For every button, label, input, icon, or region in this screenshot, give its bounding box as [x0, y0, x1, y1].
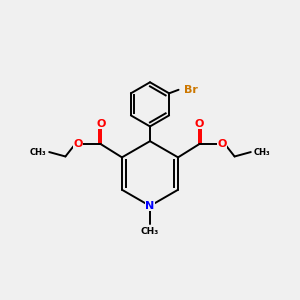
Text: CH₃: CH₃ [254, 148, 270, 157]
Text: O: O [217, 139, 226, 149]
Text: O: O [96, 119, 105, 129]
Text: CH₃: CH₃ [30, 148, 46, 157]
Text: Br: Br [184, 85, 198, 95]
Text: CH₃: CH₃ [141, 227, 159, 236]
Text: O: O [195, 119, 204, 129]
Text: O: O [74, 139, 83, 149]
Text: N: N [146, 201, 154, 211]
